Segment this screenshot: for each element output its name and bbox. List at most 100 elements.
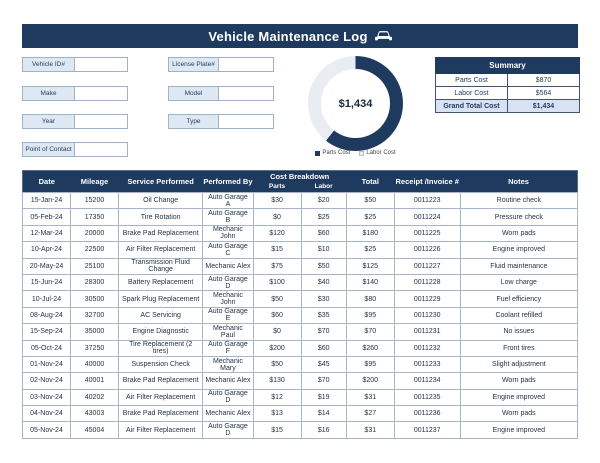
cell-total[interactable]: $180 [345,224,395,243]
cell-date[interactable]: 08-Aug-24 [22,306,71,325]
cell-parts[interactable]: $15 [252,241,302,259]
field-input-vehicle-id[interactable] [75,58,127,71]
cell-performed-by[interactable]: Mechanic Paul [202,323,254,341]
cell-notes[interactable]: Front tires [459,339,579,357]
cell-total[interactable]: $95 [345,355,395,374]
cell-notes[interactable]: Low charge [459,273,579,292]
cell-notes[interactable]: Engine improved [459,421,579,439]
cell-mileage[interactable]: 20000 [70,224,119,243]
cell-parts[interactable]: $200 [252,339,302,357]
cell-service-performed[interactable]: Air Filter Replacement [117,388,204,407]
cell-total[interactable]: $260 [345,339,395,357]
cell-total[interactable]: $70 [345,323,395,341]
cell-mileage[interactable]: 35000 [70,323,119,341]
field-input-model[interactable] [219,87,273,100]
cell-service-performed[interactable]: Oil Change [117,191,204,210]
cell-receipt-invoice[interactable]: 0011237 [393,421,461,439]
cell-receipt-invoice[interactable]: 0011234 [393,372,461,390]
cell-parts[interactable]: $100 [252,273,302,292]
cell-parts[interactable]: $13 [252,405,302,423]
cell-receipt-invoice[interactable]: 0011230 [393,306,461,325]
cell-mileage[interactable]: 15200 [70,191,119,210]
cell-notes[interactable]: Pressure check [459,208,579,226]
cell-total[interactable]: $31 [345,388,395,407]
cell-performed-by[interactable]: Auto Garage B [202,208,254,226]
cell-mileage[interactable]: 25100 [70,257,119,275]
cell-performed-by[interactable]: Auto Garage C [202,241,254,259]
cell-total[interactable]: $140 [345,273,395,292]
cell-receipt-invoice[interactable]: 0011226 [393,241,461,259]
cell-mileage[interactable]: 22500 [70,241,119,259]
cell-service-performed[interactable]: Suspension Check [117,355,204,374]
cell-date[interactable]: 03-Nov-24 [22,388,71,407]
cell-labor[interactable]: $14 [300,405,347,423]
cell-labor[interactable]: $60 [300,224,347,243]
cell-service-performed[interactable]: Spark Plug Replacement [117,290,204,308]
cell-date[interactable]: 12-Mar-24 [22,224,71,243]
cell-total[interactable]: $125 [345,257,395,275]
cell-labor[interactable]: $70 [300,372,347,390]
cell-total[interactable]: $200 [345,372,395,390]
cell-labor[interactable]: $30 [300,290,347,308]
cell-date[interactable]: 01-Nov-24 [22,355,71,374]
cell-notes[interactable]: Worn pads [459,372,579,390]
cell-receipt-invoice[interactable]: 0011228 [393,273,461,292]
cell-mileage[interactable]: 37250 [70,339,119,357]
cell-total[interactable]: $27 [345,405,395,423]
cell-service-performed[interactable]: Tire Rotation [117,208,204,226]
cell-receipt-invoice[interactable]: 0011235 [393,388,461,407]
field-input-make[interactable] [75,87,127,100]
cell-notes[interactable]: Worn pads [459,405,579,423]
cell-total[interactable]: $25 [345,208,395,226]
cell-labor[interactable]: $40 [300,273,347,292]
cell-labor[interactable]: $35 [300,306,347,325]
cell-service-performed[interactable]: Brake Pad Replacement [117,224,204,243]
cell-total[interactable]: $50 [345,191,395,210]
cell-mileage[interactable]: 40000 [70,355,119,374]
cell-parts[interactable]: $60 [252,306,302,325]
cell-mileage[interactable]: 17350 [70,208,119,226]
cell-service-performed[interactable]: AC Servicing [117,306,204,325]
cell-service-performed[interactable]: Engine Diagnostic [117,323,204,341]
cell-total[interactable]: $95 [345,306,395,325]
cell-performed-by[interactable]: Auto Garage A [202,191,254,210]
cell-performed-by[interactable]: Auto Garage F [202,339,254,357]
cell-performed-by[interactable]: Auto Garage D [202,388,254,407]
cell-receipt-invoice[interactable]: 0011233 [393,355,461,374]
cell-labor[interactable]: $70 [300,323,347,341]
cell-performed-by[interactable]: Auto Garage D [202,273,254,292]
cell-parts[interactable]: $0 [252,208,302,226]
cell-service-performed[interactable]: Transmission Fluid Change [117,257,204,275]
cell-date[interactable]: 15-Sep-24 [22,323,71,341]
cell-receipt-invoice[interactable]: 0011232 [393,339,461,357]
cell-service-performed[interactable]: Battery Replacement [117,273,204,292]
cell-notes[interactable]: Fluid maintenance [459,257,579,275]
cell-labor[interactable]: $50 [300,257,347,275]
cell-date[interactable]: 15-Jan-24 [22,191,71,210]
field-input-year[interactable] [75,115,127,128]
cell-labor[interactable]: $25 [300,208,347,226]
cell-mileage[interactable]: 43003 [70,405,119,423]
cell-parts[interactable]: $12 [252,388,302,407]
cell-labor[interactable]: $45 [300,355,347,374]
cell-parts[interactable]: $50 [252,355,302,374]
cell-service-performed[interactable]: Air Filter Replacement [117,241,204,259]
cell-date[interactable]: 05-Nov-24 [22,421,71,439]
cell-service-performed[interactable]: Air Filter Replacement [117,421,204,439]
cell-performed-by[interactable]: Mechanic John [202,224,254,243]
cell-performed-by[interactable]: Mechanic Alex [202,405,254,423]
cell-date[interactable]: 20-May-24 [22,257,71,275]
cell-service-performed[interactable]: Tire Replacement (2 tires) [117,339,204,357]
cell-performed-by[interactable]: Auto Garage D [202,421,254,439]
cell-parts[interactable]: $50 [252,290,302,308]
cell-performed-by[interactable]: Mechanic John [202,290,254,308]
cell-notes[interactable]: Worn pads [459,224,579,243]
cell-receipt-invoice[interactable]: 0011224 [393,208,461,226]
cell-performed-by[interactable]: Auto Garage E [202,306,254,325]
cell-receipt-invoice[interactable]: 0011223 [393,191,461,210]
cell-parts[interactable]: $75 [252,257,302,275]
cell-date[interactable]: 05-Feb-24 [22,208,71,226]
cell-labor[interactable]: $19 [300,388,347,407]
field-input-type[interactable] [219,115,273,128]
cell-date[interactable]: 10-Jul-24 [22,290,71,308]
